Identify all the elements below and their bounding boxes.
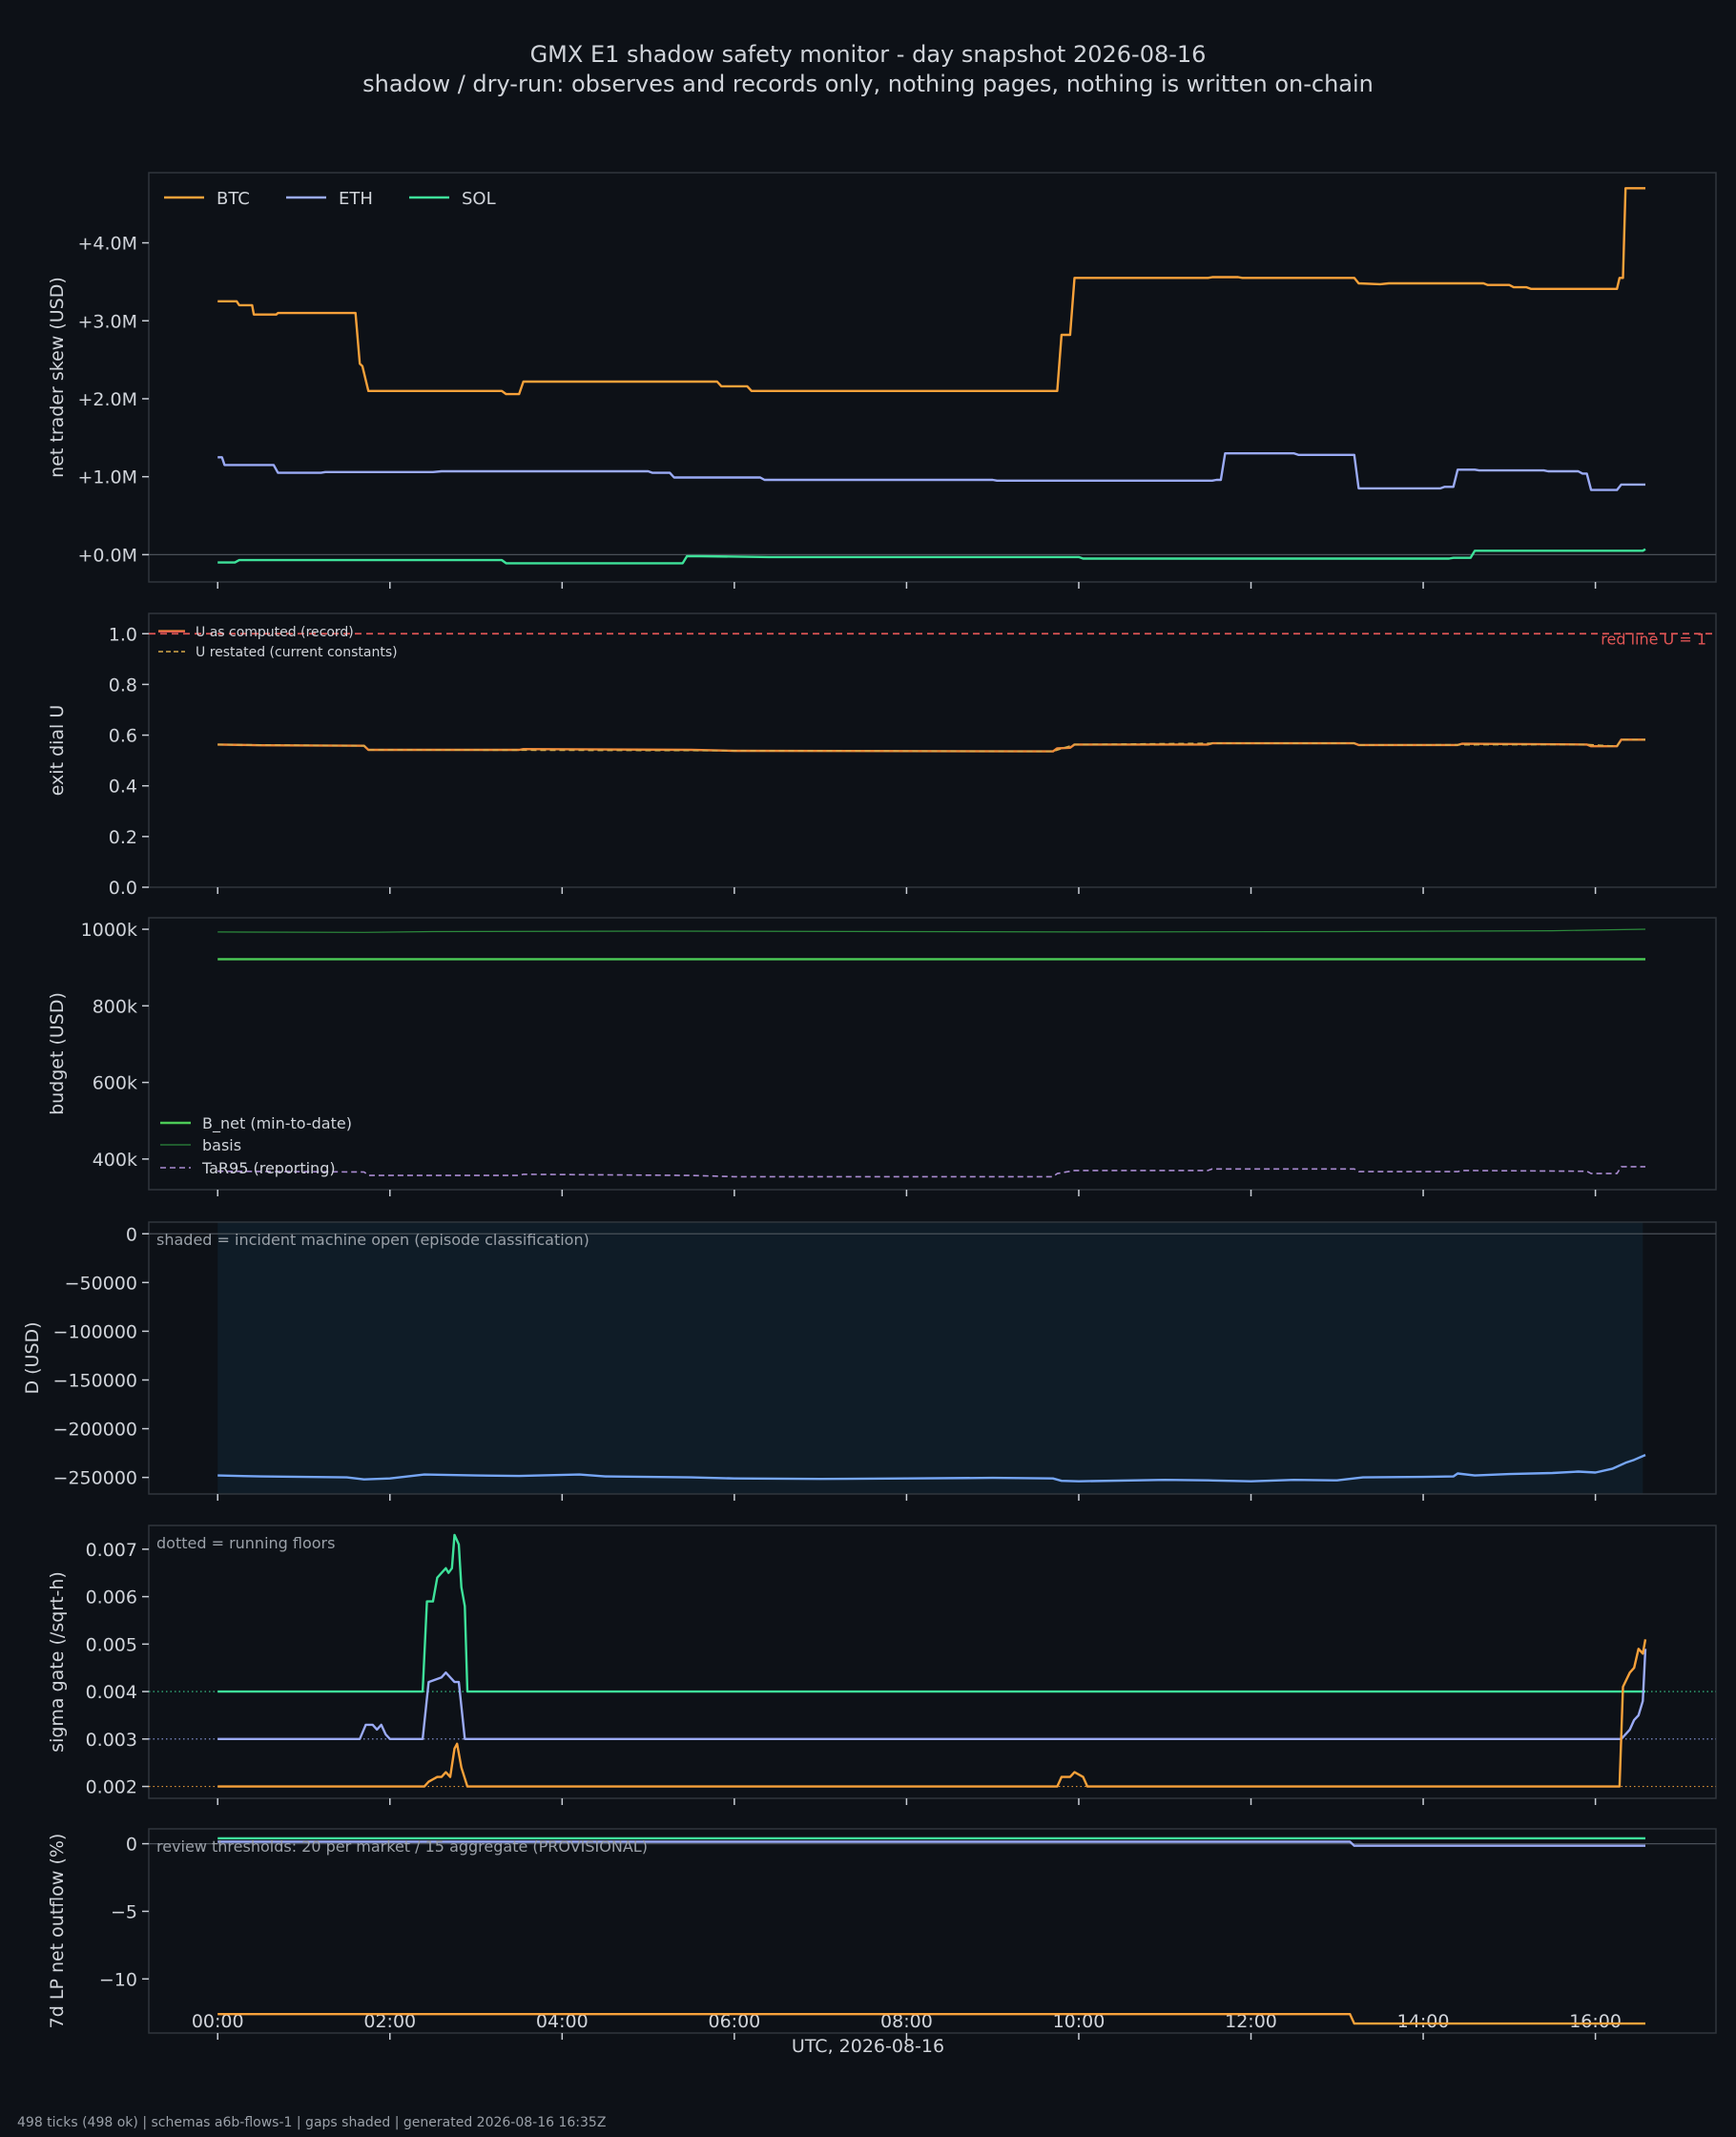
- y-tick-label: 0.6: [109, 726, 137, 747]
- x-tick-label: 10:00: [1053, 2011, 1106, 2032]
- y-axis-label: exit dial U: [47, 705, 68, 797]
- series-line-sol: [217, 1533, 1645, 1693]
- footer-status: 498 ticks (498 ok) | schemas a6b-flows-1…: [17, 2115, 606, 2130]
- incident-shade: [217, 1222, 1643, 1494]
- y-tick-label: 0.0: [109, 878, 137, 899]
- y-tick-label: 0: [126, 1835, 137, 1856]
- panels: +0.0M +1.0M +2.0M +3.0M +4.0M net trader skew…: [22, 172, 1717, 2040]
- y-tick-label: +4.0M: [77, 234, 137, 255]
- y-tick-label: −5: [111, 1901, 137, 1922]
- y-axis-label: budget (USD): [47, 992, 68, 1115]
- x-tick-label: 14:00: [1397, 2011, 1450, 2032]
- x-axis-label: UTC, 2026-08-16: [792, 2036, 944, 2057]
- legend-label: B_net (min-to-date): [202, 1114, 352, 1133]
- x-tick-label: 06:00: [708, 2011, 760, 2032]
- figure-subtitle: shadow / dry-run: observes and records o…: [362, 71, 1374, 97]
- legend-label: BTC: [217, 189, 250, 209]
- series-line-eth: [217, 1840, 1645, 1847]
- panel-5: 0.002 0.003 0.004 0.005 0.006 0.007 sigma gate…: [47, 1525, 1717, 1805]
- series-line-btc: [217, 1639, 1647, 1788]
- legend-label: SOL: [462, 189, 496, 209]
- y-axis-label: 7d LP net outflow (%): [47, 1834, 68, 2029]
- series-line-u-restated-current-constants: [217, 738, 1645, 753]
- legend: B_net (min-to-date) basis TaR95 (reporting…: [160, 1114, 352, 1177]
- x-tick-label: 16:00: [1569, 2011, 1622, 2032]
- y-tick-label: 0.007: [86, 1540, 137, 1561]
- plot-frame: [148, 1221, 1717, 1495]
- y-tick-label: −100000: [53, 1321, 137, 1342]
- y-axis-label: D (USD): [22, 1321, 43, 1394]
- series-line-eth: [217, 452, 1645, 491]
- y-tick-label: 0.004: [86, 1682, 137, 1703]
- y-tick-label: 0.2: [109, 827, 137, 848]
- y-tick-label: 0.003: [86, 1730, 137, 1751]
- series-line-sol: [217, 548, 1646, 565]
- y-tick-label: −50000: [65, 1273, 137, 1294]
- y-tick-label: 800k: [93, 996, 137, 1017]
- legend-label: ETH: [339, 189, 373, 209]
- panel-1: +0.0M +1.0M +2.0M +3.0M +4.0M net trader skew…: [47, 172, 1717, 589]
- plot-frame: [148, 1828, 1717, 2034]
- x-tick-label: 00:00: [192, 2011, 244, 2032]
- y-tick-label: 0.006: [86, 1587, 137, 1608]
- y-tick-label: 400k: [93, 1150, 137, 1171]
- y-tick-label: 0: [126, 1224, 137, 1245]
- x-tick-label: 08:00: [880, 2011, 933, 2032]
- y-tick-label: −250000: [53, 1468, 137, 1489]
- panel-6: 0 −5 −10 00:00 02:00 04:00 06:00 08:00 10:00 12:0…: [47, 1828, 1717, 2040]
- panel-3: 400k 600k 800k 1000k budget (USD) B_net (min-…: [47, 917, 1717, 1196]
- y-tick-label: +1.0M: [77, 467, 137, 488]
- panel-2: red line U = 1 0.0 0.2 0.4 0.6 0.8 1.0 exit dia…: [47, 612, 1717, 899]
- plot-frame: [148, 1525, 1717, 1799]
- x-tick-label: 12:00: [1225, 2011, 1277, 2032]
- x-tick-label: 04:00: [536, 2011, 589, 2032]
- y-tick-label: +2.0M: [77, 389, 137, 410]
- y-tick-label: 0.005: [86, 1634, 137, 1655]
- plot-frame: [148, 917, 1717, 1191]
- y-tick-label: +3.0M: [77, 311, 137, 332]
- y-tick-label: +0.0M: [77, 545, 137, 566]
- legend-label: U restated (current constants): [196, 645, 398, 660]
- y-axis-label: net trader skew (USD): [47, 277, 68, 478]
- legend: U as computed (record) U restated (curren…: [158, 625, 398, 660]
- y-tick-label: −150000: [53, 1370, 137, 1391]
- red-line-label: red line U = 1: [1601, 630, 1706, 648]
- legend: BTC ETH SOL: [164, 189, 496, 209]
- panel-4: 0 −50000 −100000 −150000 −200000 −250000 D (US…: [22, 1221, 1717, 1501]
- y-tick-label: 600k: [93, 1073, 137, 1094]
- figure-title: GMX E1 shadow safety monitor - day snaps…: [530, 41, 1207, 68]
- legend-label: U as computed (record): [196, 625, 354, 640]
- legend-label: TaR95 (reporting): [201, 1159, 336, 1177]
- plot-frame: [148, 612, 1717, 888]
- panel-note: dotted = running floors: [156, 1534, 335, 1552]
- series-line-tar95-reporting: [217, 1166, 1645, 1178]
- series-line-d: [217, 1453, 1646, 1483]
- legend-label: basis: [202, 1136, 241, 1154]
- x-tick-label: 02:00: [363, 2011, 416, 2032]
- series-line-eth: [217, 1649, 1647, 1740]
- y-tick-label: −10: [99, 1969, 137, 1990]
- y-axis-label: sigma gate (/sqrt-h): [47, 1571, 68, 1753]
- series-line-btc: [217, 187, 1645, 396]
- y-tick-label: 0.8: [109, 674, 137, 695]
- y-tick-label: 0.002: [86, 1777, 137, 1798]
- y-tick-label: 1000k: [81, 920, 137, 941]
- y-tick-label: 0.4: [109, 777, 137, 798]
- y-tick-label: 1.0: [109, 624, 137, 645]
- panel-note: review thresholds: 20 per market / 15 ag…: [156, 1837, 648, 1856]
- panel-note: shaded = incident machine open (episode …: [156, 1231, 589, 1249]
- series-line-btc: [217, 2013, 1645, 2025]
- series-line-basis: [217, 928, 1646, 933]
- y-tick-label: −200000: [53, 1420, 137, 1441]
- plot-frame: [148, 172, 1717, 583]
